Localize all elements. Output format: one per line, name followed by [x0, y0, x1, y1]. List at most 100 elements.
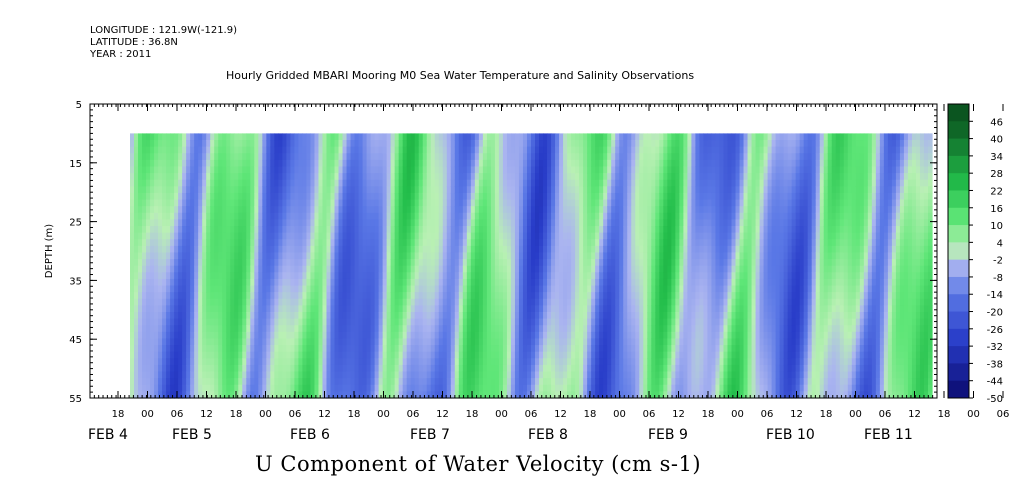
heatmap-cell	[486, 173, 492, 181]
heatmap-cell	[318, 305, 324, 313]
heatmap-cell	[478, 153, 484, 161]
heatmap-cell	[567, 338, 572, 346]
heatmap-cell	[478, 140, 484, 148]
heatmap-cell	[402, 153, 408, 161]
heatmap-cell	[514, 318, 520, 326]
heatmap-cell	[398, 219, 404, 227]
heatmap-cell	[282, 245, 287, 254]
heatmap-cell	[366, 192, 372, 201]
heatmap-cell	[262, 226, 267, 234]
heatmap-cell	[454, 212, 460, 220]
heatmap-cell	[370, 226, 376, 234]
heatmap-cell	[306, 325, 312, 333]
heatmap-cell	[306, 212, 312, 220]
heatmap-cell	[378, 384, 384, 392]
heatmap-cell	[202, 179, 207, 187]
heatmap-cell	[166, 186, 171, 194]
heatmap-cell	[170, 179, 175, 187]
heatmap-cell	[278, 364, 283, 373]
heatmap-cell	[206, 325, 211, 333]
heatmap-cell	[130, 219, 135, 227]
heatmap-cell	[282, 391, 287, 399]
heatmap-cell	[478, 133, 484, 141]
heatmap-cell	[526, 199, 532, 207]
heatmap-cell	[470, 140, 476, 148]
heatmap-cell	[543, 305, 548, 313]
heatmap-cell	[266, 312, 271, 320]
heatmap-cell	[162, 378, 167, 386]
heatmap-cell	[438, 265, 444, 273]
heatmap-cell	[446, 206, 452, 214]
heatmap-cell	[294, 378, 300, 386]
heatmap-cell	[591, 192, 596, 201]
heatmap-cell	[386, 312, 392, 320]
heatmap-cell	[518, 153, 524, 161]
heatmap-cell	[506, 384, 512, 392]
heatmap-cell	[442, 351, 448, 359]
heatmap-cell	[270, 252, 275, 260]
heatmap-cell	[138, 219, 143, 227]
heatmap-cell	[294, 245, 300, 254]
heatmap-cell	[346, 239, 352, 247]
heatmap-cell	[474, 318, 480, 326]
heatmap-cell	[242, 371, 247, 379]
heatmap-cell	[258, 146, 263, 154]
heatmap-cell	[230, 259, 235, 267]
heatmap-cell	[583, 391, 588, 399]
heatmap-cell	[270, 173, 275, 181]
heatmap-cell	[326, 391, 332, 399]
heatmap-cell	[298, 371, 304, 379]
heatmap-cell	[583, 378, 588, 386]
heatmap-cell	[595, 391, 600, 399]
heatmap-cell	[194, 259, 199, 267]
heatmap-cell	[466, 331, 472, 340]
heatmap-cell	[547, 133, 552, 141]
heatmap-cell	[234, 292, 239, 300]
heatmap-cell	[462, 153, 468, 161]
heatmap-cell	[314, 226, 320, 234]
heatmap-cell	[422, 226, 428, 234]
heatmap-cell	[174, 146, 179, 154]
heatmap-cell	[198, 391, 203, 399]
heatmap-cell	[322, 272, 328, 280]
heatmap-cell	[587, 265, 592, 273]
heatmap-cell	[510, 384, 516, 392]
heatmap-cell	[314, 371, 320, 379]
heatmap-cell	[551, 364, 556, 373]
heatmap-cell	[514, 166, 520, 174]
heatmap-cell	[490, 345, 496, 353]
heatmap-cell	[210, 146, 215, 154]
heatmap-cell	[158, 351, 163, 359]
heatmap-cell	[531, 312, 536, 320]
heatmap-cell	[543, 153, 548, 161]
heatmap-cell	[607, 278, 612, 287]
heatmap-cell	[575, 305, 580, 313]
heatmap-cell	[174, 186, 179, 194]
heatmap-cell	[326, 338, 332, 346]
heatmap-cell	[198, 245, 203, 254]
heatmap-cell	[166, 378, 171, 386]
heatmap-cell	[394, 173, 400, 181]
heatmap-cell	[354, 305, 360, 313]
heatmap-cell	[238, 391, 243, 399]
heatmap-cell	[146, 351, 151, 359]
heatmap-cell	[510, 351, 516, 359]
heatmap-cell	[226, 391, 231, 399]
heatmap-cell	[567, 391, 572, 399]
heatmap-cell	[354, 265, 360, 273]
heatmap-cell	[262, 146, 267, 154]
heatmap-cell	[450, 378, 456, 386]
heatmap-cell	[603, 245, 608, 254]
heatmap-cell	[462, 192, 468, 201]
heatmap-cell	[599, 133, 604, 141]
heatmap-cell	[294, 232, 300, 240]
heatmap-cell	[274, 298, 279, 306]
heatmap-cell	[422, 133, 428, 141]
heatmap-cell	[446, 199, 452, 207]
heatmap-cell	[619, 219, 624, 227]
heatmap-cell	[202, 219, 207, 227]
heatmap-cell	[514, 371, 520, 379]
heatmap-cell	[490, 278, 496, 287]
heatmap-cell	[290, 179, 296, 187]
heatmap-cell	[623, 265, 628, 273]
